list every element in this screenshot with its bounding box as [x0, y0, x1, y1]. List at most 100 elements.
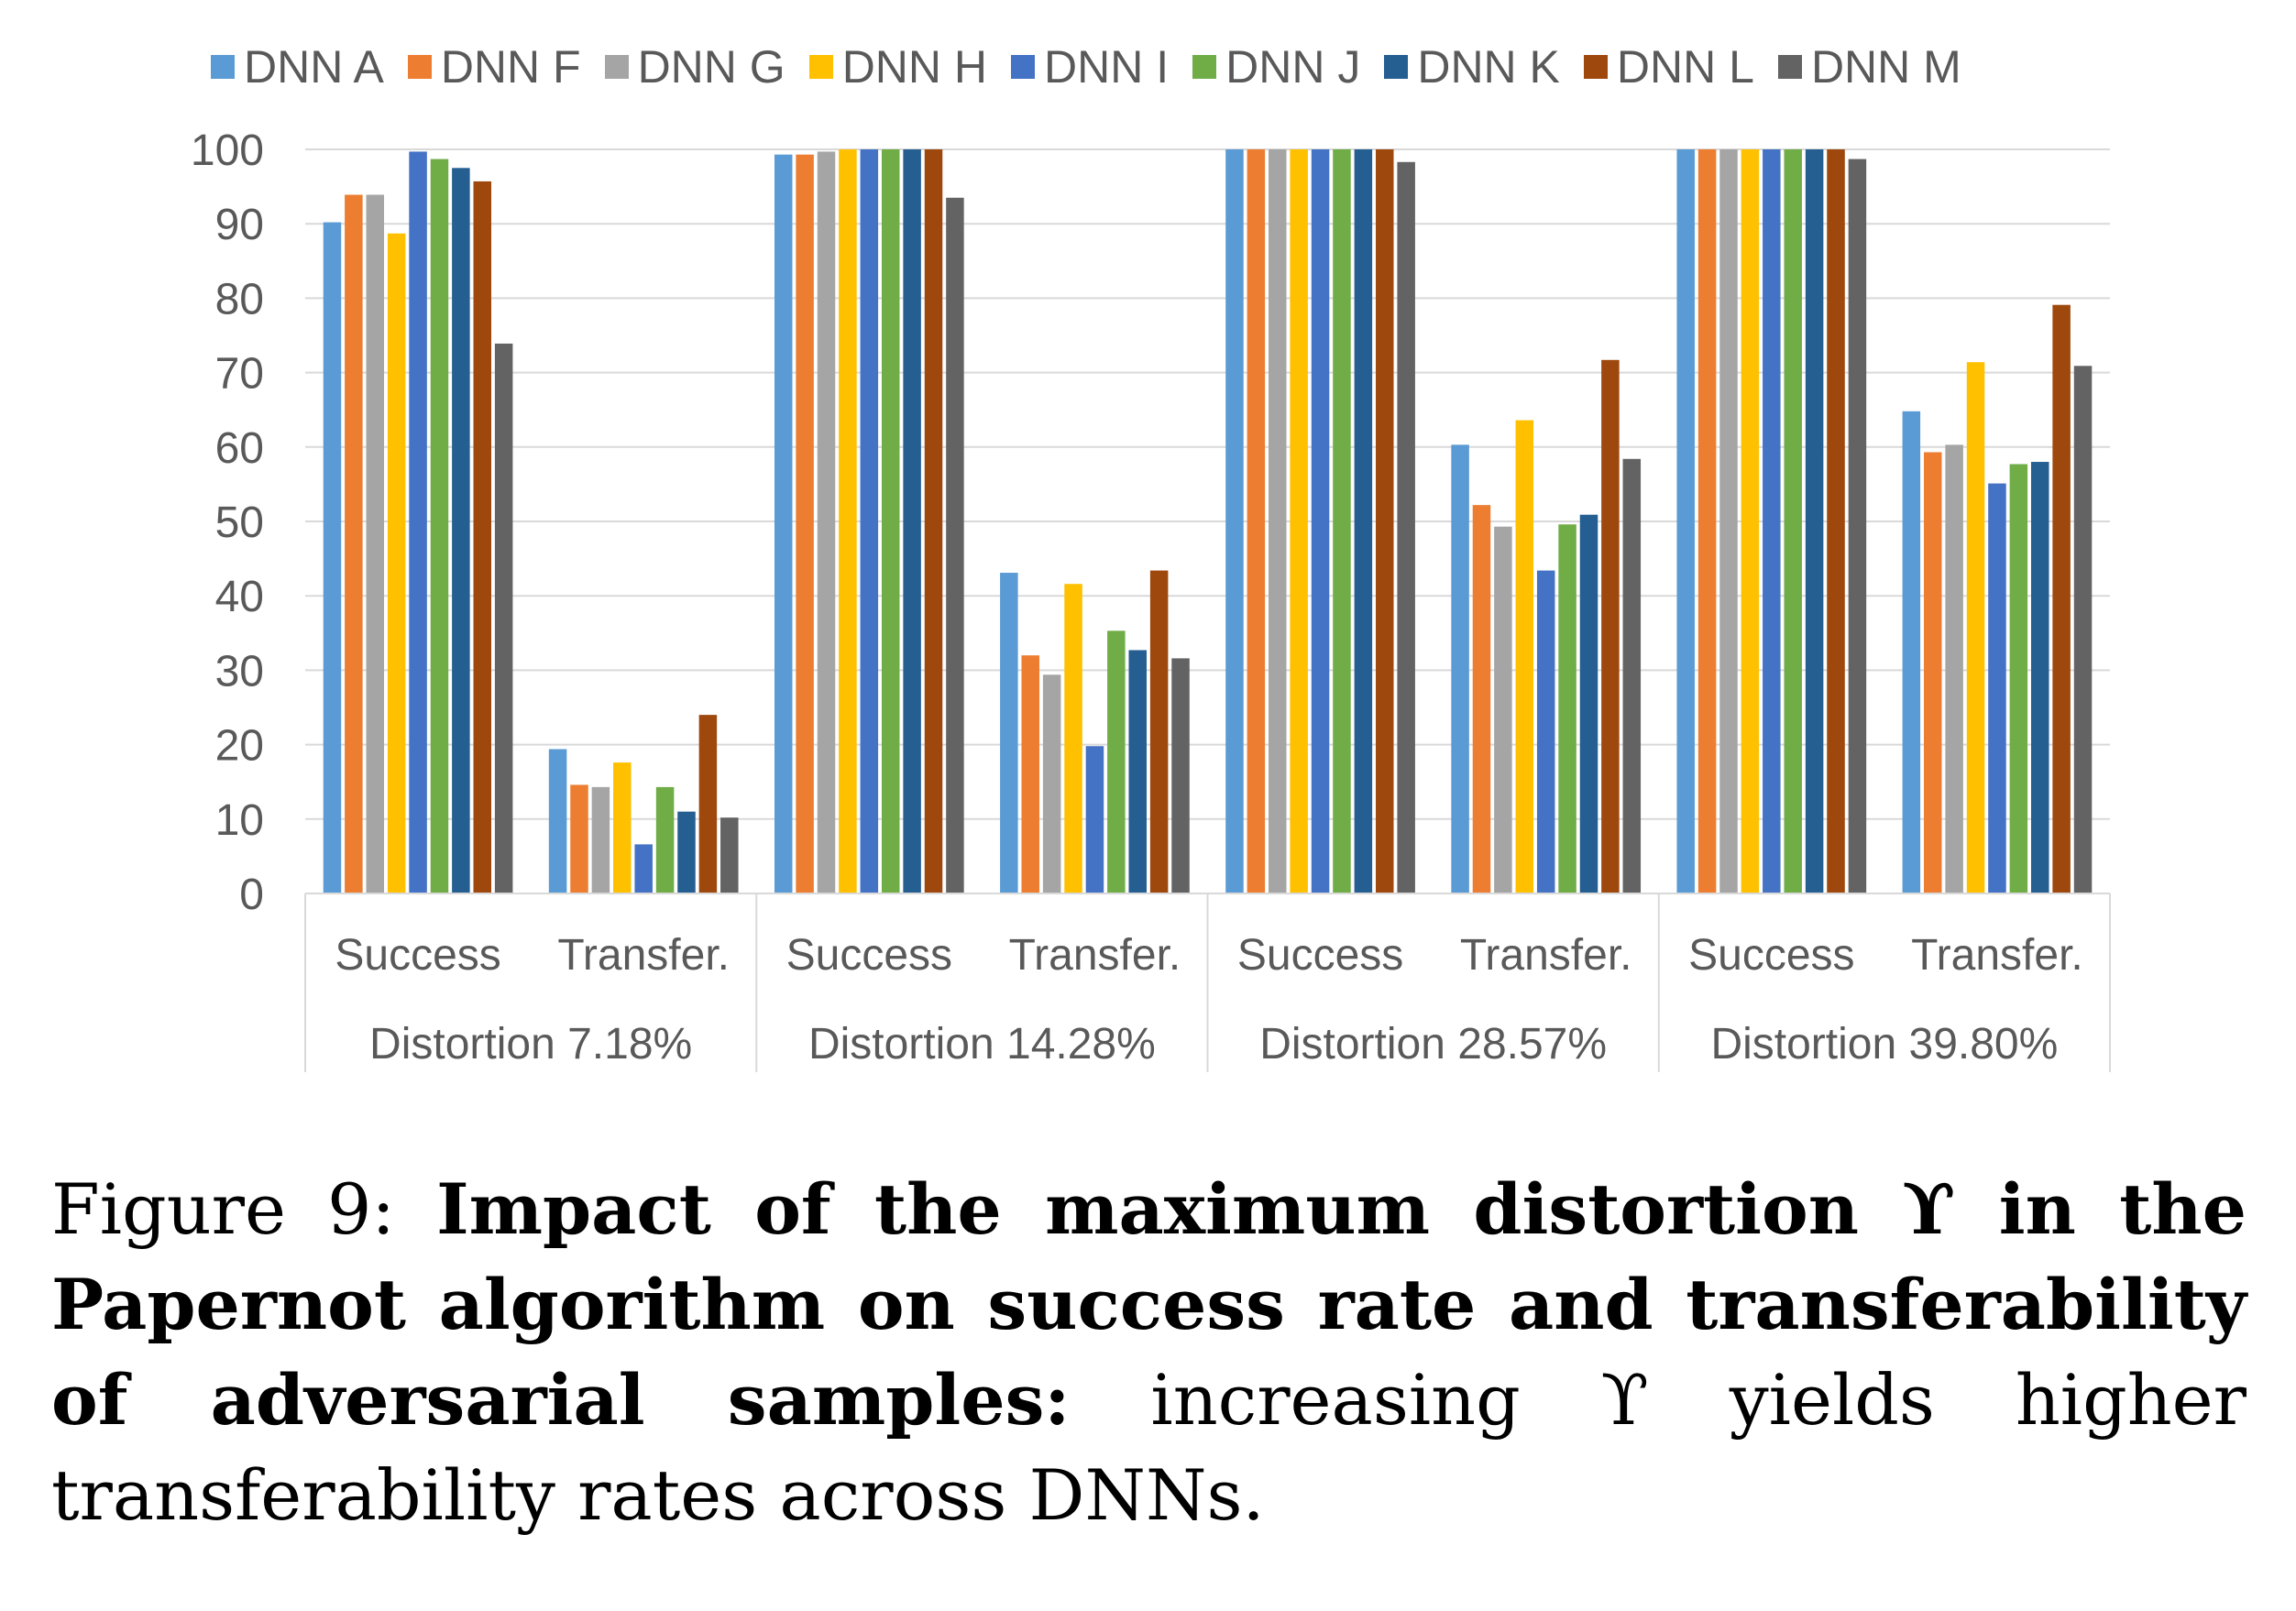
bar [1784, 149, 1802, 893]
bar [473, 181, 492, 893]
bar [570, 784, 588, 893]
y-tick-label: 30 [215, 647, 264, 696]
legend-swatch [1192, 55, 1217, 79]
x-group-label: Distortion 7.18% [369, 1020, 692, 1069]
x-axis: Success Transfer. Distortion 7.18% Success T… [304, 893, 2111, 1072]
bar [1225, 149, 1244, 893]
legend-swatch [211, 55, 235, 79]
bar [1805, 149, 1824, 893]
bar [1741, 149, 1760, 893]
bar [1622, 458, 1642, 893]
bar [1763, 149, 1781, 893]
bar [1107, 630, 1126, 893]
legend-swatch [1011, 55, 1036, 79]
y-axis: 0 10 20 30 40 50 60 70 80 90 100 [191, 126, 264, 919]
y-tick-label: 20 [215, 722, 264, 771]
bar [817, 151, 836, 893]
bar [796, 154, 814, 893]
bar [1269, 149, 1287, 893]
legend-swatch [808, 55, 833, 79]
bar [345, 194, 363, 894]
legend-label: DNN I [1044, 41, 1170, 93]
bars [323, 149, 2093, 894]
bar [409, 151, 427, 893]
legend: DNN A DNN F DNN G DNN H DNN I DNN J DNN K DNN L… [211, 35, 1985, 99]
legend-item: DNN L [1583, 40, 1754, 93]
bar [860, 149, 879, 893]
legend-item: DNN I [1011, 40, 1169, 93]
legend-label: DNN F [440, 41, 581, 93]
bar [494, 343, 513, 893]
legend-swatch [1384, 55, 1409, 79]
legend-label: DNN G [637, 41, 785, 93]
bar [774, 154, 793, 893]
bar [613, 762, 632, 893]
figure-caption: Figure 9: Impact of the maximum distorti… [51, 1162, 2247, 1543]
legend-swatch [407, 55, 432, 79]
legend-item: DNN M [1777, 40, 1961, 93]
bar [720, 817, 739, 893]
bar [387, 233, 406, 894]
bar [946, 197, 964, 893]
bar [1697, 149, 1717, 893]
bar [548, 749, 567, 893]
bar [903, 149, 921, 893]
bar [1064, 584, 1082, 893]
bar [1085, 746, 1104, 893]
bar [1536, 570, 1555, 893]
bar [1149, 570, 1169, 893]
bar [2009, 464, 2028, 893]
bar [1333, 149, 1351, 893]
bar [1966, 362, 1985, 893]
bar [839, 149, 857, 893]
bar [1601, 359, 1620, 893]
x-tick-label: Success [786, 931, 952, 980]
x-group-label: Distortion 39.80% [1710, 1020, 2058, 1069]
bar [1042, 674, 1061, 893]
bar [323, 222, 342, 894]
x-tick-label: Success [1237, 931, 1403, 980]
y-tick-label: 40 [215, 573, 264, 621]
y-tick-label: 50 [215, 499, 264, 547]
bar [2030, 462, 2049, 893]
legend-swatch [1583, 55, 1608, 79]
bar [1827, 149, 1845, 893]
bar [924, 149, 943, 893]
bar [677, 811, 696, 893]
bar [1247, 149, 1266, 893]
legend-item: DNN K [1384, 40, 1560, 93]
bar [655, 786, 675, 893]
caption-prefix: Figure 9: [51, 1168, 437, 1250]
bar [430, 159, 449, 893]
y-tick-label: 60 [215, 424, 264, 473]
bar [452, 168, 470, 894]
x-group-label: Distortion 14.28% [808, 1020, 1156, 1069]
bar [881, 149, 900, 893]
bar [1515, 420, 1534, 893]
bar [1558, 524, 1576, 893]
bar [1902, 411, 1921, 894]
legend-item: DNN A [211, 40, 384, 93]
bar [698, 715, 718, 893]
bar [1945, 444, 1963, 893]
bar [1676, 149, 1695, 893]
legend-label: DNN K [1417, 41, 1560, 93]
legend-label: DNN H [841, 41, 988, 93]
legend-item: DNN F [407, 40, 581, 93]
bar [1000, 573, 1018, 893]
bar [1579, 514, 1598, 893]
x-tick-label: Success [1688, 931, 1854, 980]
legend-label: DNN M [1810, 41, 1961, 93]
bar [1397, 161, 1415, 893]
bar [2052, 304, 2071, 893]
bar [634, 844, 653, 893]
bar [591, 786, 610, 893]
bar [1848, 159, 1867, 893]
bar [1376, 149, 1394, 893]
bar [1719, 149, 1738, 893]
y-tick-label: 70 [215, 350, 264, 399]
bar [366, 194, 385, 894]
bar [1311, 149, 1330, 893]
y-tick-label: 10 [215, 796, 264, 845]
caption-bold: Impact of the maximum distortion ϒ in th… [51, 1168, 2247, 1441]
